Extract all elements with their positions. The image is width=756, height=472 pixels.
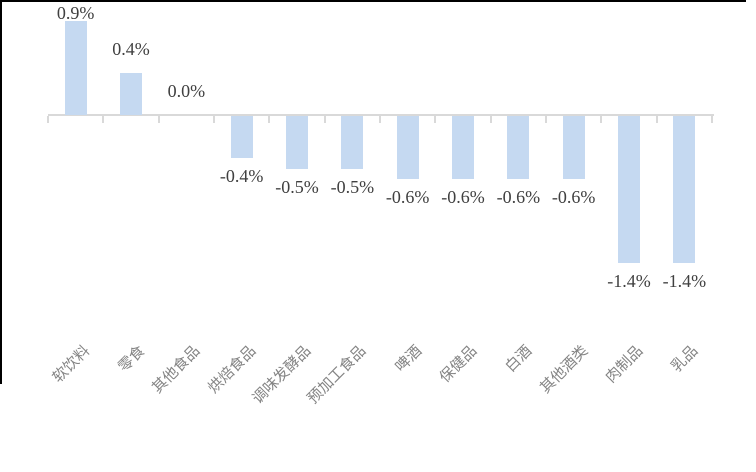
x-axis-tick [47, 116, 49, 123]
bar-value-label: -1.4% [607, 271, 651, 291]
x-axis-tick [268, 116, 271, 123]
x-axis-tick [545, 116, 547, 123]
category-label-零食: 零食 [115, 343, 149, 376]
category-label-保健品: 保健品 [437, 343, 481, 387]
bar-value-label: -0.6% [496, 187, 541, 207]
bar-调味发酵品 [286, 116, 308, 169]
bar-value-label: 0.4% [112, 39, 150, 59]
x-axis-tick [379, 116, 381, 123]
x-axis-line [48, 114, 714, 116]
category-label-啤酒: 啤酒 [392, 343, 425, 376]
category-label-乳品: 乳品 [669, 343, 702, 376]
bar-肉制品 [618, 116, 640, 263]
bar-预加工食品 [341, 116, 364, 169]
x-axis-tick [323, 116, 326, 123]
category-label-调味发酵品: 调味发酵品 [249, 343, 315, 408]
bar-软饮料 [64, 20, 87, 115]
x-axis-tick [157, 116, 160, 123]
x-axis-tick [655, 116, 658, 123]
category-label-白酒: 白酒 [503, 343, 536, 376]
bar-乳品 [673, 116, 696, 263]
x-axis-tick [711, 116, 713, 123]
x-axis-tick [489, 116, 492, 123]
bar-value-label: -0.4% [219, 166, 264, 186]
bar-value-label: -0.6% [385, 187, 430, 207]
x-axis-tick [434, 116, 437, 123]
bar-烘焙食品 [230, 116, 253, 158]
category-label-烘焙食品: 烘焙食品 [205, 343, 259, 397]
bar-value-label: -0.5% [330, 176, 375, 197]
bar-保健品 [452, 116, 474, 179]
bar-value-label: 0.9% [56, 3, 95, 23]
category-label-预加工食品: 预加工食品 [305, 343, 370, 408]
category-label-其他食品: 其他食品 [149, 343, 204, 397]
bar-value-label: -1.4% [662, 271, 707, 291]
x-axis-tick [600, 116, 603, 123]
bar-value-label: -0.6% [441, 187, 485, 207]
bar-啤酒 [396, 116, 419, 179]
bar-value-label: -0.6% [551, 187, 596, 207]
category-label-软饮料: 软饮料 [49, 343, 93, 387]
bar-白酒 [507, 116, 530, 179]
figure-border-left [0, 0, 2, 384]
x-axis-tick [102, 116, 105, 123]
x-axis-tick [213, 116, 215, 123]
bar-零食 [120, 73, 142, 115]
category-label-其他酒类: 其他酒类 [537, 343, 591, 397]
figure-border-top [0, 0, 746, 2]
bar-value-label: -0.5% [275, 176, 319, 197]
bar-value-label: 0.0% [167, 81, 206, 101]
bar-其他酒类 [562, 116, 585, 179]
category-label-肉制品: 肉制品 [603, 343, 647, 387]
